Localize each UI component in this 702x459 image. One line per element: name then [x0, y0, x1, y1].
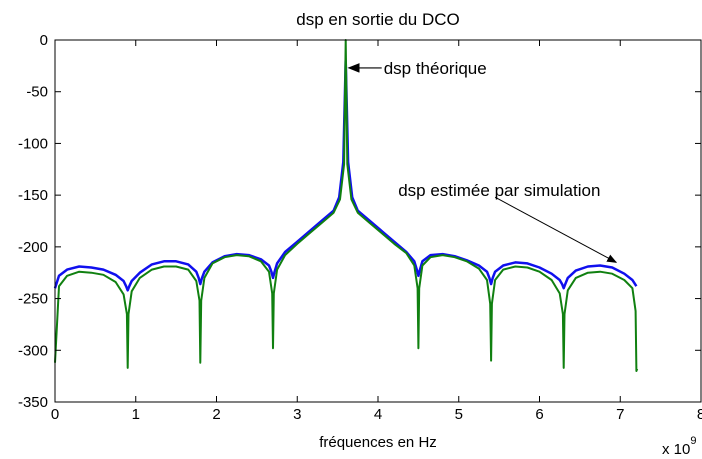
x-tick-label: 7: [616, 406, 624, 423]
y-tick-label: -150: [18, 187, 48, 204]
x-tick-label: 6: [535, 406, 543, 423]
annotation-dsp-theorique: dsp théorique: [384, 59, 487, 78]
annotation-dsp-simulation: dsp estimée par simulation: [398, 181, 600, 200]
annotation-arrow-simulation: [494, 196, 618, 263]
x-tick-label: 3: [293, 406, 301, 423]
axes-box: [54, 39, 702, 403]
y-tick-label: 0: [40, 32, 48, 49]
x-multiplier-exponent: 9: [690, 435, 696, 447]
x-tick-label: 2: [212, 406, 220, 423]
y-tick-label: -300: [18, 342, 48, 359]
y-tick-label: -200: [18, 239, 48, 256]
x-axis-label: fréquences en Hz: [319, 434, 437, 451]
plot-area: 0 1 2 3 4 5 6 7 8 0 -50 -100 -150 -200 -250 -300 -350 dsp…: [18, 32, 702, 423]
y-tick-label: -350: [18, 394, 48, 411]
chart-title: dsp en sortie du DCO: [296, 10, 459, 29]
y-tick-label: -50: [26, 84, 48, 101]
x-tick-label: 4: [374, 406, 382, 423]
y-tick-label: -250: [18, 291, 48, 308]
x-axis-multiplier: x 109: [662, 435, 696, 458]
y-tick-label: -100: [18, 135, 48, 152]
x-tick-label: 5: [455, 406, 463, 423]
series-line-2: [54, 39, 639, 372]
x-tick-label: 1: [132, 406, 140, 423]
x-tick-label: 8: [697, 406, 702, 423]
x-multiplier-base: x 10: [662, 441, 690, 458]
x-tick-label: 0: [51, 406, 59, 423]
